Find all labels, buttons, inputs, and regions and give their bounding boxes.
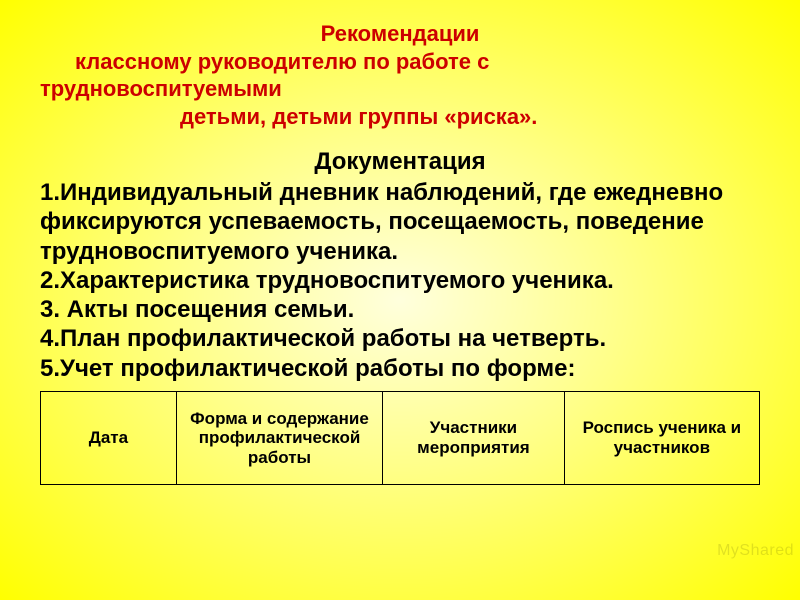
- title-line-2: классному руководителю по работе с: [40, 48, 760, 76]
- list-item: 5.Учет профилактической работы по форме:: [40, 354, 760, 383]
- table-header-form: Форма и содержание профилактической рабо…: [176, 391, 382, 484]
- slide: Рекомендации классному руководителю по р…: [0, 0, 800, 600]
- list-item: 3. Акты посещения семьи.: [40, 295, 760, 324]
- table-header-participants: Участники мероприятия: [383, 391, 564, 484]
- table-row: Дата Форма и содержание профилактической…: [41, 391, 760, 484]
- title-line-1: Рекомендации: [40, 20, 760, 48]
- watermark: MyShared: [717, 542, 794, 560]
- title-block: Рекомендации классному руководителю по р…: [40, 20, 760, 130]
- title-line-4: детьми, детьми группы «риска».: [40, 103, 760, 131]
- subheading: Документация: [40, 148, 760, 176]
- documentation-list: 1.Индивидуальный дневник наблюдений, где…: [40, 178, 760, 383]
- list-item: 1.Индивидуальный дневник наблюдений, где…: [40, 178, 760, 266]
- title-line-3: трудновоспитуемыми: [40, 75, 760, 103]
- list-item: 4.План профилактической работы на четвер…: [40, 324, 760, 353]
- table-header-signature: Роспись ученика и участников: [564, 391, 759, 484]
- list-item: 2.Характеристика трудновоспитуемого учен…: [40, 266, 760, 295]
- form-table: Дата Форма и содержание профилактической…: [40, 391, 760, 485]
- table-header-date: Дата: [41, 391, 177, 484]
